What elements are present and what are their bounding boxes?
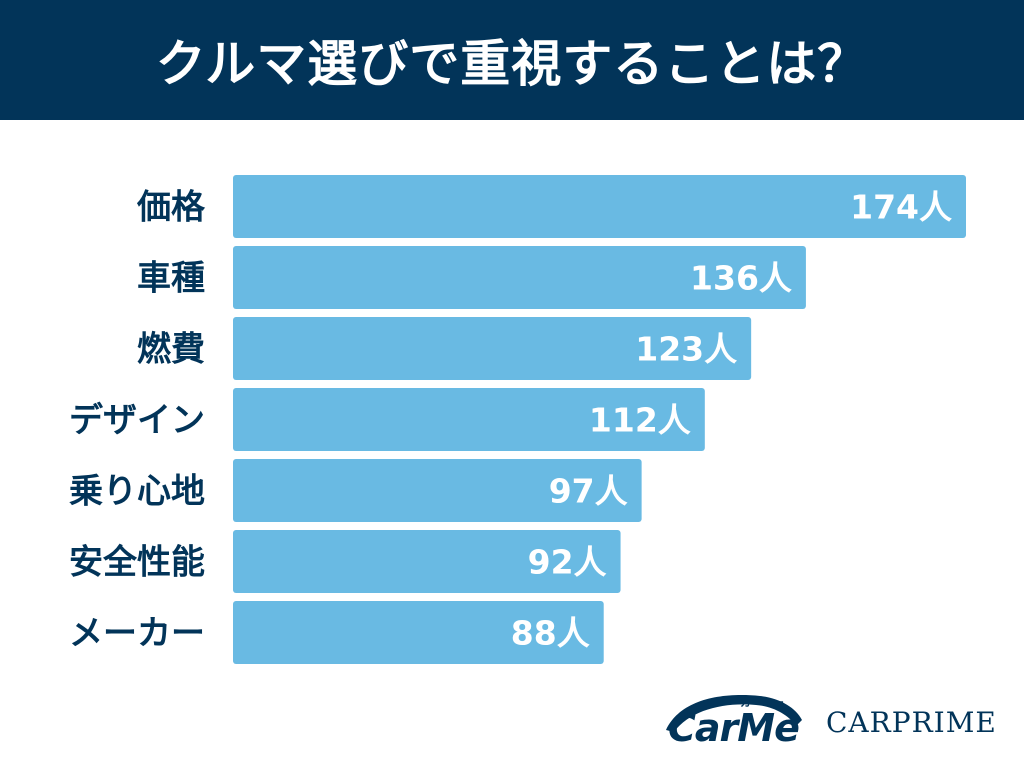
category-label-5: 安全性能 [69,543,205,583]
category-label-4: 乗り心地 [69,472,205,512]
bar-1 [233,246,806,309]
category-label-0: 価格 [136,188,206,228]
value-label-0: 174人 [850,188,952,227]
value-label-1: 136人 [690,259,792,298]
value-label-3: 112人 [589,401,691,440]
category-label-1: 車種 [137,259,205,299]
bar-2 [233,317,752,380]
bar-5 [233,530,621,593]
value-label-2: 123人 [635,330,737,369]
bar-4 [233,459,642,522]
bar-3 [233,388,705,451]
bar-6 [233,601,604,664]
category-label-3: デザイン [69,401,205,441]
chart-title: クルマ選びで重視することは？ [155,35,869,93]
category-label-6: メーカー [69,614,205,654]
category-label-2: 燃費 [137,330,205,370]
value-label-6: 88人 [511,614,590,653]
value-label-5: 92人 [528,543,607,582]
header-banner: クルマ選びで重視することは？ [0,0,1024,120]
bar-0 [233,175,966,238]
value-label-4: 97人 [549,472,628,511]
